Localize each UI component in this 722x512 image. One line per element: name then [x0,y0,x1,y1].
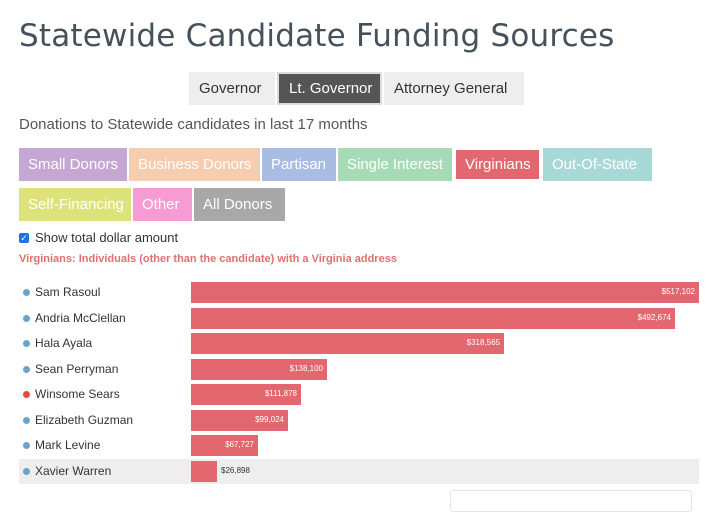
bar-value-label: $138,100 [289,363,323,373]
bar[interactable] [191,384,301,405]
category-filter-row-2: Self-Financing Other All Donors [19,188,287,221]
bar[interactable] [191,333,504,354]
chart-row[interactable]: Winsome Sears $111,878 [0,382,700,408]
category-virginians[interactable]: Virginians [454,148,541,181]
party-dot [23,340,30,347]
bar-value-label: $492,674 [637,312,671,322]
chart-row[interactable]: Elizabeth Guzman $99,024 [0,408,700,434]
chart-row[interactable]: Hala Ayala $318,565 [0,331,700,357]
show-total-checkbox[interactable]: ✓ [19,232,29,243]
tab-governor[interactable]: Governor [189,72,275,105]
chart-row[interactable]: Mark Levine $67,727 [0,433,700,459]
party-dot [23,416,30,424]
category-partisan[interactable]: Partisan [262,148,336,181]
bar-value-label: $318,565 [466,338,500,347]
show-total-label: Show total dollar amount [35,230,179,245]
category-all-donors[interactable]: All Donors [194,188,285,221]
office-tabs: Governor Lt. Governor Attorney General [189,72,524,105]
show-total-option[interactable]: ✓ Show total dollar amount [19,230,178,245]
category-small-donors[interactable]: Small Donors [19,148,127,181]
chart-row[interactable]: Sam Rasoul $517,102 [0,280,700,306]
bar[interactable] [191,358,327,380]
category-filter-row-1: Small Donors Business Donors Partisan Si… [19,148,654,181]
bar-value-label: $517,102 [661,287,695,296]
bar-value-label: $67,727 [225,440,254,449]
candidate-name: Andria McClellan [35,310,126,325]
candidate-name: Sam Rasoul [35,285,101,299]
category-other[interactable]: Other [133,188,192,221]
candidate-name: Hala Ayala [35,336,93,350]
bar[interactable] [191,307,675,329]
party-dot [23,365,30,373]
tab-attorney-general[interactable]: Attorney General [384,72,524,105]
party-dot [23,314,30,322]
party-dot [23,442,30,449]
candidate-name: Mark Levine [35,438,101,452]
category-business-donors[interactable]: Business Donors [129,148,260,181]
chart-row[interactable]: Xavier Warren $26,898 [19,458,699,484]
bar-value-label: $26,898 [221,465,250,475]
bar[interactable] [191,460,217,482]
chart-row[interactable]: Andria McClellan $492,674 [0,306,700,332]
page-title: Statewide Candidate Funding Sources [19,18,615,54]
candidate-name: Xavier Warren [35,463,112,478]
bar-value-label: $99,024 [255,414,284,424]
category-out-of-state[interactable]: Out-Of-State [543,148,652,181]
bar[interactable] [191,282,699,303]
party-dot [23,391,30,398]
party-dot [23,289,30,296]
candidate-name: Winsome Sears [35,387,120,401]
category-self-financing[interactable]: Self-Financing [19,188,131,221]
candidate-name: Elizabeth Guzman [35,412,134,427]
bottom-panel-edge [450,490,692,512]
party-dot [23,467,30,475]
funding-bar-chart: Sam Rasoul $517,102 Andria McClellan $492,6… [0,280,722,485]
category-single-interest[interactable]: Single Interest [338,148,452,181]
candidate-name: Sean Perryman [35,361,119,376]
chart-row[interactable]: Sean Perryman $138,100 [0,357,700,383]
bar-value-label: $111,878 [264,389,297,398]
bar[interactable] [191,435,258,456]
bar[interactable] [191,409,288,431]
chart-subtitle: Donations to Statewide candidates in las… [19,116,368,133]
category-description: Virginians: Individuals (other than the … [19,253,397,265]
tab-lt-governor[interactable]: Lt. Governor [277,72,382,105]
